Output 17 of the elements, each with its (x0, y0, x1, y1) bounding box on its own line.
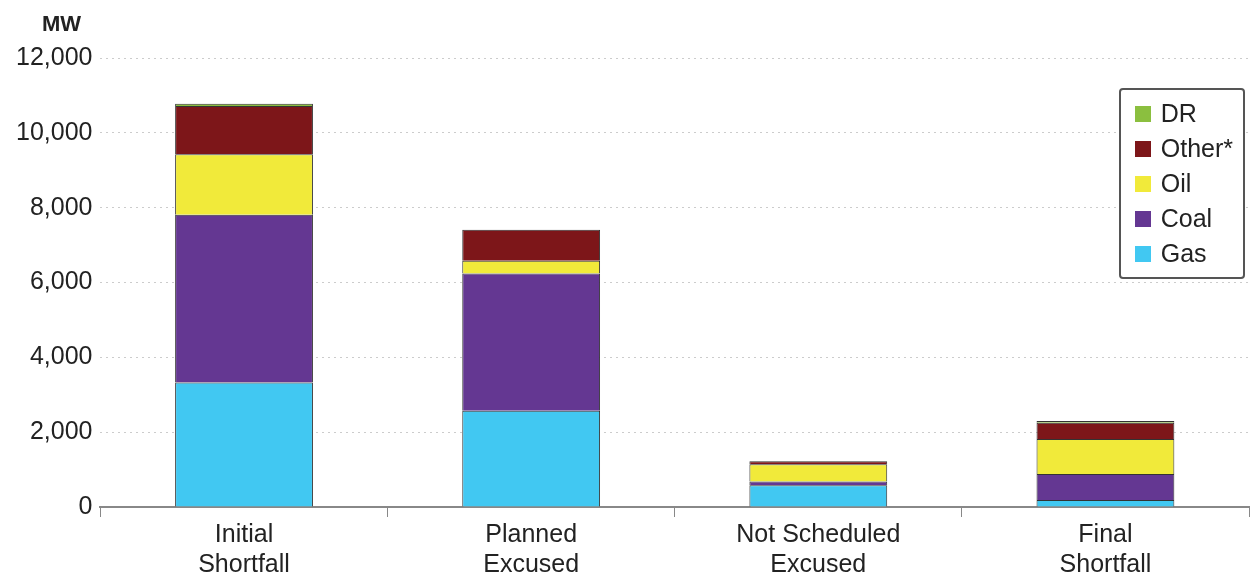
y-axis-title: MW (42, 11, 82, 37)
x-tick-label: Planned Excused (483, 518, 580, 577)
x-tick-label: Not Scheduled Excused (736, 518, 901, 577)
legend-label: Coal (1160, 204, 1213, 233)
legend-label: Other* (1160, 134, 1233, 163)
x-tick-label: Final Shortfall (1059, 518, 1152, 577)
y-tick-label: 6,000 (29, 266, 93, 295)
y-tick-label: 8,000 (29, 191, 93, 220)
x-tick-label: Initial Shortfall (198, 518, 290, 577)
y-tick-label: 10,000 (16, 116, 93, 145)
y-tick-label: 2,000 (29, 416, 93, 445)
y-tick-label: 4,000 (29, 341, 93, 370)
y-tick-label: 0 (78, 490, 93, 519)
legend-label: Gas (1160, 239, 1207, 268)
y-tick-label: 12,000 (16, 41, 93, 70)
legend-label: Oil (1160, 169, 1192, 198)
legend-label: DR (1160, 99, 1197, 128)
